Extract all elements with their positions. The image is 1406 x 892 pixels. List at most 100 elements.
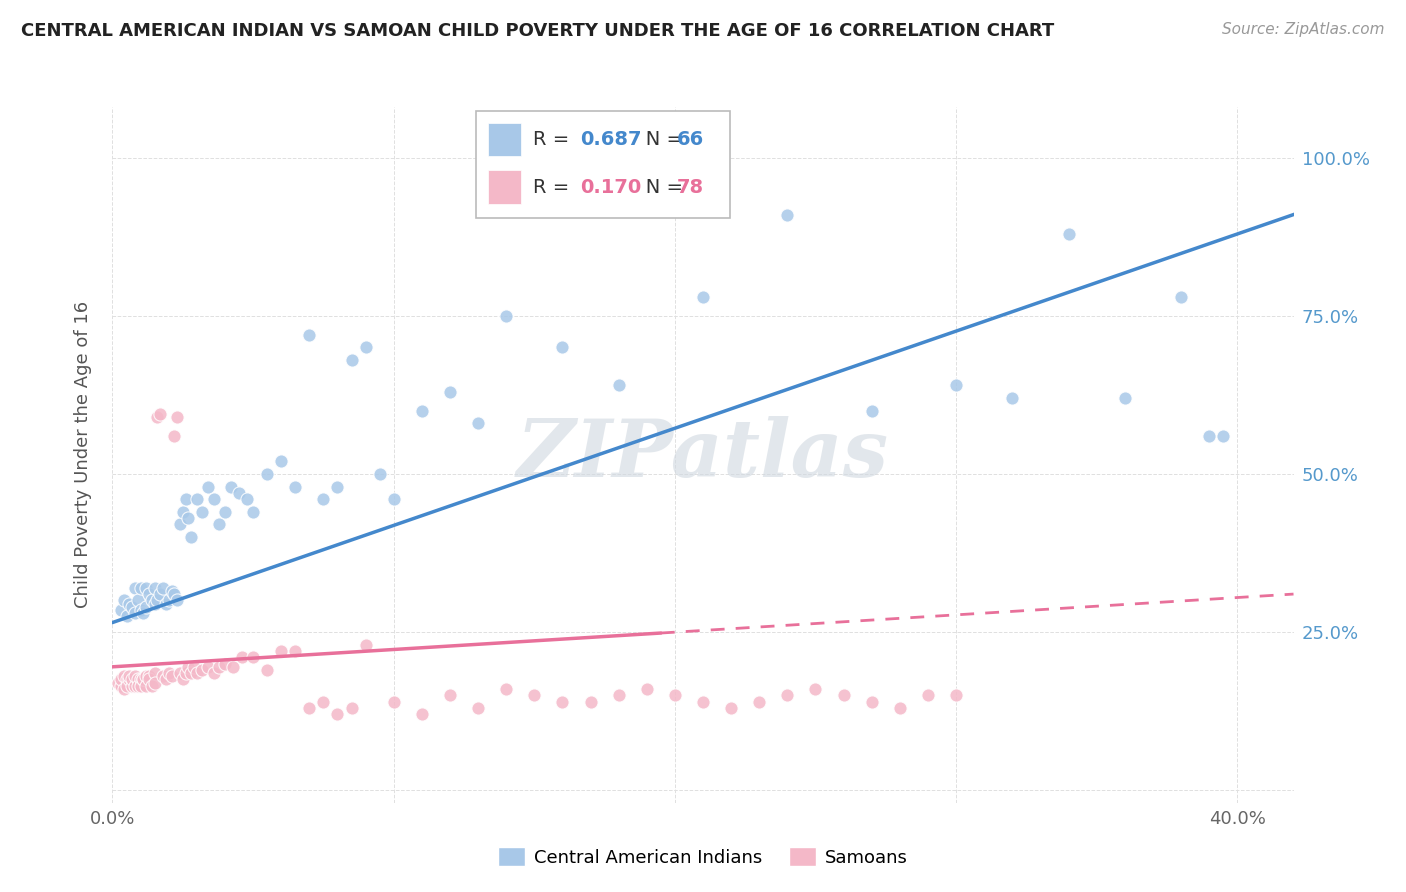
Point (256, 467, 278, 481)
Point (860, 695, 883, 709)
Point (107, 675, 129, 690)
Point (945, 688, 967, 702)
Point (236, 492, 259, 507)
Point (172, 505, 194, 519)
Point (129, 603, 152, 617)
Point (889, 701, 911, 715)
Point (112, 669, 135, 683)
Point (149, 587, 172, 601)
Point (579, 695, 602, 709)
Point (382, 492, 405, 507)
Point (146, 593, 169, 607)
Point (467, 701, 489, 715)
Point (467, 417, 489, 431)
Text: 66: 66 (678, 130, 704, 149)
Point (202, 492, 225, 507)
Point (138, 669, 160, 683)
Point (166, 409, 188, 424)
Point (177, 511, 200, 525)
Bar (488, 170, 522, 203)
Point (720, 701, 742, 715)
Point (115, 609, 138, 624)
Point (368, 467, 391, 481)
Text: N =: N = (627, 130, 690, 149)
Point (636, 681, 658, 696)
Point (664, 688, 686, 702)
Point (776, 208, 799, 222)
Point (118, 669, 141, 683)
Point (228, 486, 250, 500)
Point (118, 597, 141, 611)
Point (242, 505, 264, 519)
Point (124, 679, 146, 693)
Point (202, 666, 225, 681)
Text: CENTRAL AMERICAN INDIAN VS SAMOAN CHILD POVERTY UNDER THE AGE OF 16 CORRELATION : CENTRAL AMERICAN INDIAN VS SAMOAN CHILD … (21, 22, 1054, 40)
Point (186, 666, 208, 681)
Point (124, 669, 146, 683)
Point (127, 679, 149, 693)
Point (129, 673, 152, 687)
Point (132, 673, 155, 687)
Point (1057, 227, 1080, 241)
Point (1114, 391, 1136, 405)
Point (340, 701, 363, 715)
Point (115, 679, 138, 693)
Point (312, 695, 335, 709)
Point (607, 688, 630, 702)
Point (191, 663, 214, 677)
Point (112, 593, 135, 607)
Point (180, 666, 202, 681)
Point (860, 403, 883, 417)
Text: 0.687: 0.687 (581, 130, 641, 149)
Point (748, 695, 770, 709)
Point (160, 669, 183, 683)
Point (160, 583, 183, 598)
Point (180, 530, 202, 544)
Point (129, 581, 152, 595)
Point (157, 593, 180, 607)
Point (776, 688, 799, 702)
Point (298, 701, 321, 715)
Point (242, 650, 264, 665)
Point (129, 679, 152, 693)
Point (138, 673, 160, 687)
Point (222, 660, 245, 674)
FancyBboxPatch shape (477, 111, 730, 219)
Point (163, 429, 186, 443)
Text: 0.170: 0.170 (581, 178, 641, 196)
Point (124, 606, 146, 620)
Point (149, 407, 172, 421)
Point (354, 638, 377, 652)
Point (183, 660, 205, 674)
Point (186, 492, 208, 507)
Point (256, 663, 278, 677)
Point (1170, 290, 1192, 304)
Point (121, 673, 143, 687)
Point (208, 660, 231, 674)
Point (163, 587, 186, 601)
Point (177, 660, 200, 674)
Point (135, 669, 157, 683)
Point (692, 290, 714, 304)
Point (118, 673, 141, 687)
Point (382, 695, 405, 709)
Point (174, 492, 197, 507)
Point (157, 666, 180, 681)
Point (169, 517, 191, 532)
Point (174, 666, 197, 681)
Point (166, 593, 188, 607)
Point (208, 517, 231, 532)
Point (1198, 429, 1220, 443)
Point (112, 681, 135, 696)
Point (495, 309, 517, 323)
Point (127, 673, 149, 687)
Point (197, 660, 219, 674)
Point (231, 650, 253, 665)
Point (945, 378, 967, 392)
Point (551, 695, 574, 709)
Text: R =: R = (533, 178, 575, 196)
Point (284, 644, 307, 658)
Point (219, 479, 242, 493)
Point (523, 688, 546, 702)
Text: ZIPatlas: ZIPatlas (517, 417, 889, 493)
